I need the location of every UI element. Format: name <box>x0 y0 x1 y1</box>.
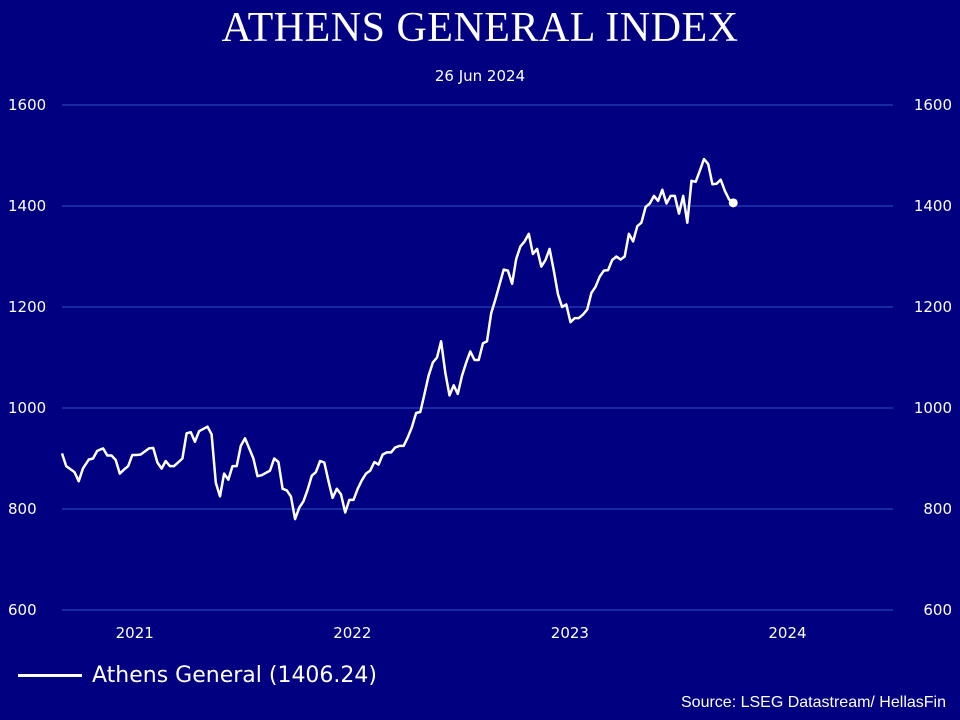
x-tick-label: 2024 <box>768 624 806 642</box>
y-tick-label-right: 1200 <box>914 298 952 316</box>
y-tick-label-left: 1200 <box>8 298 46 316</box>
chart-subtitle-date: 26 Jun 2024 <box>434 67 526 85</box>
x-tick-label: 2021 <box>116 624 154 642</box>
y-tick-label-left: 1600 <box>8 96 46 114</box>
right-y-axis: 600 800 1000 1200 1400 1600 <box>914 96 952 619</box>
last-value-marker <box>728 198 738 208</box>
gridlines <box>62 104 893 611</box>
y-tick-label-right: 1000 <box>914 399 952 417</box>
y-tick-label-right: 1600 <box>914 96 952 114</box>
y-tick-label-left: 600 <box>8 601 37 619</box>
x-tick-label: 2022 <box>333 624 371 642</box>
y-tick-label-left: 1400 <box>8 197 46 215</box>
chart-title: ATHENS GENERAL INDEX <box>221 5 739 51</box>
y-tick-label-right: 600 <box>923 601 952 619</box>
legend-label: Athens General (1406.24) <box>92 662 378 688</box>
legend: Athens General (1406.24) <box>18 660 377 690</box>
left-y-axis: 600 800 1000 1200 1400 1600 <box>8 96 46 619</box>
legend-line-swatch <box>18 673 82 677</box>
y-tick-label-right: 1400 <box>914 197 952 215</box>
x-axis: 2021 2022 2023 2024 <box>116 624 807 642</box>
plot-area <box>60 157 738 521</box>
x-tick-label: 2023 <box>551 624 589 642</box>
y-tick-label-left: 1000 <box>8 399 46 417</box>
y-tick-label-left: 800 <box>8 500 37 518</box>
y-tick-label-right: 800 <box>923 500 952 518</box>
source-note: Source: LSEG Datastream/ HellasFin <box>681 694 946 711</box>
series-line <box>60 157 734 521</box>
